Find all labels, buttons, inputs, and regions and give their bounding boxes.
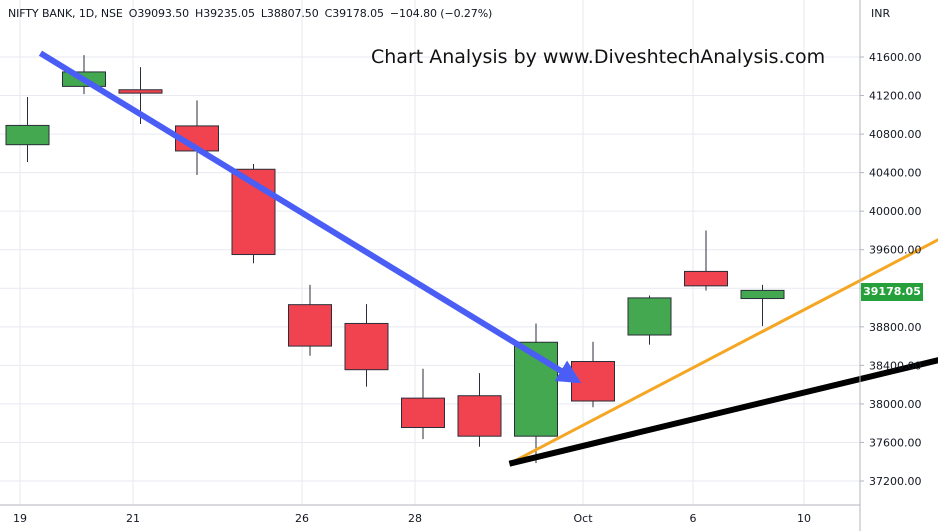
trend-arrow xyxy=(508,357,938,467)
candles xyxy=(5,55,785,464)
grid-lines xyxy=(0,0,860,505)
watermark-text: Chart Analysis by www.DiveshtechAnalysis… xyxy=(371,46,826,68)
candle-body xyxy=(571,361,615,402)
x-tick-label: Oct xyxy=(573,512,593,525)
candle-body xyxy=(627,297,672,336)
y-tick-label: 40800.00 xyxy=(869,128,922,141)
x-tick-label: 28 xyxy=(408,512,422,525)
trend-arrows xyxy=(38,50,938,467)
x-tick-label: 10 xyxy=(797,512,811,525)
candle-body xyxy=(344,322,389,371)
candle xyxy=(5,96,50,163)
y-tick-label: 41200.00 xyxy=(869,90,922,103)
low-value: L38807.50 xyxy=(260,7,319,20)
candle xyxy=(684,230,728,291)
candle xyxy=(344,304,389,387)
y-tick-label: 41600.00 xyxy=(869,51,922,64)
candle-body xyxy=(401,397,445,429)
y-tick-label: 38800.00 xyxy=(869,321,922,334)
currency-label: INR xyxy=(871,7,891,20)
y-tick-label: 37200.00 xyxy=(869,475,922,488)
open-value: O39093.50 xyxy=(128,7,190,20)
symbol-label: NIFTY BANK, 1D, NSE xyxy=(8,7,123,20)
candle-body xyxy=(457,395,502,437)
candle xyxy=(627,295,672,345)
candle xyxy=(401,368,445,440)
change-value: −104.80 (−0.27%) xyxy=(389,7,493,20)
candle xyxy=(740,284,785,327)
candle-body xyxy=(684,270,728,287)
x-tick-label: 6 xyxy=(690,512,697,525)
close-value: C39178.05 xyxy=(324,7,384,20)
y-tick-label: 40000.00 xyxy=(869,205,922,218)
candle-body xyxy=(288,304,332,347)
x-tick-label: 26 xyxy=(295,512,309,525)
candle-body xyxy=(118,89,163,94)
x-tick-label: 19 xyxy=(13,512,27,525)
y-tick-label: 37600.00 xyxy=(869,436,922,449)
y-tick-label: 38400.00 xyxy=(869,359,922,372)
high-value: H39235.05 xyxy=(195,7,255,20)
candle xyxy=(288,284,332,356)
candle-body xyxy=(740,289,785,300)
trend-arrow xyxy=(508,238,938,465)
y-tick-label: 38000.00 xyxy=(869,398,922,411)
candle xyxy=(457,373,502,447)
symbol-header: NIFTY BANK, 1D, NSE O39093.50 H39235.05 L38… xyxy=(8,7,498,20)
y-tick-label: 40400.00 xyxy=(869,167,922,180)
x-tick-label: 21 xyxy=(126,512,140,525)
candle xyxy=(571,341,615,408)
y-tick-label: 39600.00 xyxy=(869,244,922,257)
trend-arrow xyxy=(38,50,582,384)
candle-body xyxy=(5,124,50,146)
last-price-badge: 39178.05 xyxy=(861,283,923,301)
candle-body xyxy=(231,168,276,256)
candle xyxy=(231,163,276,264)
